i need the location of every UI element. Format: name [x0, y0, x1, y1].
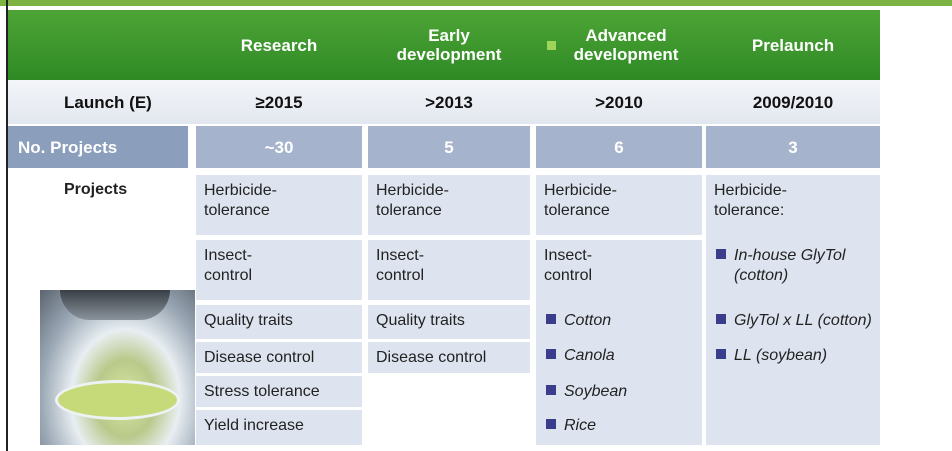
count-value: 6	[536, 126, 702, 168]
project-item: Yield increase	[196, 410, 362, 445]
bullet-square	[546, 314, 556, 324]
launch-value: ≥2015	[196, 80, 362, 124]
launch-value: 2009/2010	[706, 80, 880, 124]
project-bullet: Soybean	[536, 376, 702, 407]
count-value: 3	[706, 126, 880, 168]
lab-photo	[40, 290, 195, 445]
photo-lens	[60, 290, 170, 320]
project-item: Disease control	[196, 342, 362, 373]
project-bullet: Canola	[536, 340, 702, 372]
project-bullet: Cotton	[536, 305, 702, 339]
row-label: Projects	[8, 174, 188, 214]
photo-dish	[55, 380, 180, 420]
column-header: Prelaunch	[706, 10, 880, 80]
project-bullet: In-house GlyTol (cotton)	[706, 240, 880, 300]
top-strip	[0, 0, 952, 6]
project-item: Insect-control	[536, 240, 702, 300]
bullet-square	[716, 349, 726, 359]
project-item: Quality traits	[196, 305, 362, 339]
project-item: Insect-control	[368, 240, 530, 300]
launch-value: >2013	[368, 80, 530, 124]
row-label: Launch (E)	[8, 80, 188, 124]
project-item: Quality traits	[368, 305, 530, 339]
bullet-square	[716, 249, 726, 259]
bullet-square	[716, 314, 726, 324]
bullet-square	[546, 419, 556, 429]
project-bullet: LL (soybean)	[706, 340, 880, 372]
column-header: Early development	[368, 10, 530, 80]
project-item: Disease control	[368, 342, 530, 373]
project-item: Herbicide-tolerance	[368, 175, 530, 235]
project-item: Stress tolerance	[196, 376, 362, 407]
count-value: ~30	[196, 126, 362, 168]
bullet-square	[546, 349, 556, 359]
project-item: Insect-control	[196, 240, 362, 300]
green-bullet	[547, 41, 556, 50]
project-item: Herbicide-tolerance	[536, 175, 702, 235]
row-label: No. Projects	[8, 126, 188, 168]
launch-value: >2010	[536, 80, 702, 124]
project-bullet: GlyTol x LL (cotton)	[706, 305, 880, 339]
project-heading: Herbicide-tolerance:	[706, 175, 880, 235]
project-bullet: Rice	[536, 410, 702, 445]
column-header: Research	[196, 10, 362, 80]
column-header: Advanced development	[536, 10, 702, 80]
bullet-square	[546, 385, 556, 395]
slide: ResearchEarly developmentAdvanced develo…	[0, 0, 952, 451]
count-value: 5	[368, 126, 530, 168]
project-item: Herbicide-tolerance	[196, 175, 362, 235]
